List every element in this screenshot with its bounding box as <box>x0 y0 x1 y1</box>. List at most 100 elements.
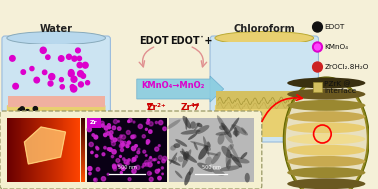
Bar <box>81 158 85 159</box>
Circle shape <box>155 169 159 173</box>
Bar <box>81 144 85 145</box>
Circle shape <box>135 166 136 168</box>
Bar <box>8 44 105 96</box>
Bar <box>43 118 44 182</box>
Ellipse shape <box>175 139 187 147</box>
Circle shape <box>133 121 135 123</box>
Ellipse shape <box>211 152 221 164</box>
Bar <box>79 118 80 182</box>
Ellipse shape <box>234 127 238 137</box>
Ellipse shape <box>183 116 191 129</box>
Circle shape <box>118 127 121 130</box>
Bar <box>76 118 77 182</box>
Bar <box>216 42 313 94</box>
Bar <box>78 118 79 182</box>
Ellipse shape <box>287 122 366 133</box>
Bar <box>42 118 43 182</box>
Circle shape <box>146 122 149 124</box>
Text: 500 nm: 500 nm <box>118 165 136 170</box>
Bar <box>81 140 85 141</box>
Circle shape <box>148 163 152 167</box>
Circle shape <box>153 159 155 161</box>
Circle shape <box>128 141 130 144</box>
Circle shape <box>147 119 150 121</box>
Circle shape <box>149 177 153 181</box>
Ellipse shape <box>194 123 200 130</box>
Circle shape <box>92 134 94 136</box>
Circle shape <box>113 164 116 168</box>
Ellipse shape <box>198 146 208 160</box>
Circle shape <box>112 126 116 130</box>
Circle shape <box>146 128 147 130</box>
Bar <box>81 179 85 180</box>
Bar <box>81 139 85 140</box>
Circle shape <box>96 147 99 150</box>
Bar <box>17 118 18 182</box>
Circle shape <box>37 117 41 121</box>
Bar <box>70 118 71 182</box>
Ellipse shape <box>217 115 228 132</box>
Text: EDOT˙+: EDOT˙+ <box>170 36 213 46</box>
Circle shape <box>163 156 167 161</box>
Ellipse shape <box>185 117 187 130</box>
Ellipse shape <box>203 136 209 156</box>
Ellipse shape <box>218 134 225 145</box>
Circle shape <box>72 56 77 61</box>
Bar <box>81 168 85 169</box>
Bar <box>81 171 85 172</box>
Text: KMnO₄→MnO₂: KMnO₄→MnO₂ <box>141 81 204 91</box>
Bar <box>81 165 85 166</box>
Ellipse shape <box>287 111 366 122</box>
Circle shape <box>94 179 96 180</box>
Circle shape <box>145 160 149 164</box>
Bar <box>72 118 73 182</box>
Ellipse shape <box>190 141 209 147</box>
Bar <box>33 118 34 182</box>
FancyBboxPatch shape <box>0 111 262 189</box>
Circle shape <box>104 126 108 130</box>
Circle shape <box>162 173 163 175</box>
Circle shape <box>113 138 117 142</box>
Bar <box>25 118 26 182</box>
Text: 500 nm: 500 nm <box>201 165 220 170</box>
Bar <box>81 126 85 127</box>
Bar <box>81 125 85 126</box>
Circle shape <box>159 120 163 125</box>
Circle shape <box>110 136 113 139</box>
Circle shape <box>34 77 39 83</box>
Bar <box>81 159 85 160</box>
Bar <box>81 135 85 136</box>
Bar <box>81 145 85 146</box>
Circle shape <box>124 160 128 164</box>
Circle shape <box>131 135 134 139</box>
Circle shape <box>133 135 136 138</box>
Circle shape <box>121 141 124 144</box>
Circle shape <box>113 167 117 171</box>
Bar <box>7 118 80 182</box>
Circle shape <box>119 155 121 157</box>
Bar <box>12 118 13 182</box>
Text: KMnO₄: KMnO₄ <box>324 44 349 50</box>
Circle shape <box>150 173 152 174</box>
Circle shape <box>120 135 122 137</box>
Circle shape <box>136 165 140 170</box>
Ellipse shape <box>226 150 231 170</box>
Ellipse shape <box>173 157 177 163</box>
Circle shape <box>68 70 74 75</box>
Circle shape <box>112 155 114 158</box>
Bar <box>81 153 85 154</box>
Ellipse shape <box>170 152 177 164</box>
Circle shape <box>70 85 74 89</box>
Bar <box>81 163 85 164</box>
Bar <box>87 118 167 182</box>
Bar <box>81 142 85 143</box>
Circle shape <box>104 146 106 149</box>
Text: Zr⁴⁺: Zr⁴⁺ <box>181 102 200 112</box>
Circle shape <box>149 158 153 162</box>
Circle shape <box>88 167 92 171</box>
Circle shape <box>149 130 152 133</box>
Circle shape <box>36 115 41 120</box>
Bar <box>81 134 85 135</box>
Text: interface: interface <box>324 88 356 94</box>
Circle shape <box>163 127 166 131</box>
